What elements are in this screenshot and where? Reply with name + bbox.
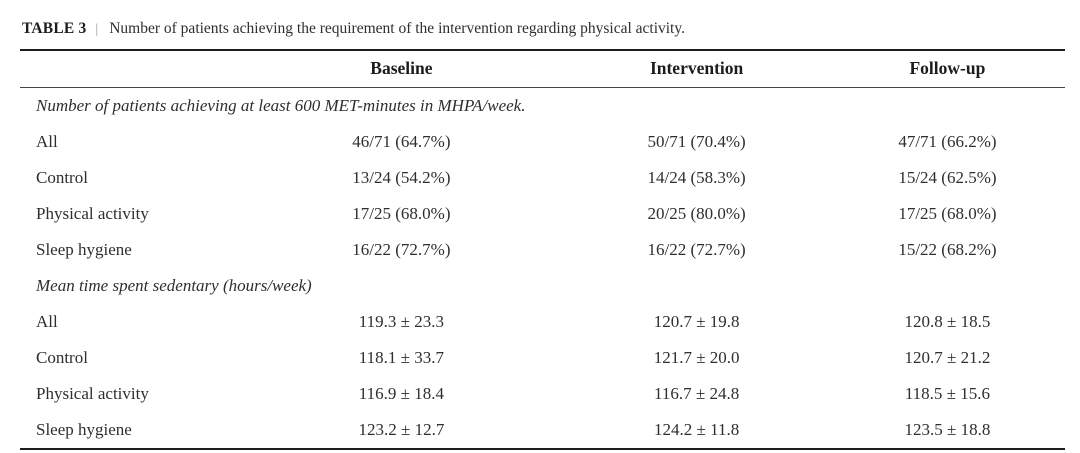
column-header-empty [20,50,240,88]
cell-intervention: 124.2 ± 11.8 [654,420,740,439]
row-label: Control [36,168,88,187]
cell-followup: 15/24 (62.5%) [898,168,997,187]
cell-intervention: 120.7 ± 19.8 [653,312,740,331]
cell-intervention: 14/24 (58.3%) [647,168,746,187]
row-label: Physical activity [36,384,149,403]
column-header-baseline: Baseline [239,50,564,88]
cell-baseline: 16/22 (72.7%) [352,240,451,259]
row-label: Sleep hygiene [36,420,132,439]
row-label: Physical activity [36,204,149,223]
row-label: All [36,312,58,331]
cell-followup: 47/71 (66.2%) [898,132,997,151]
cell-baseline: 119.3 ± 23.3 [358,312,444,331]
cell-followup: 118.5 ± 15.6 [904,384,991,403]
cell-intervention: 50/71 (70.4%) [647,132,746,151]
column-header-intervention: Intervention [563,50,830,88]
cell-followup: 17/25 (68.0%) [898,204,997,223]
caption-separator: | [95,22,99,37]
table-row: Control 118.1 ± 33.7 121.7 ± 20.0 120.7 … [20,340,1065,376]
cell-intervention: 121.7 ± 20.0 [653,348,740,367]
cell-followup: 120.7 ± 21.2 [904,348,991,367]
table-row: All 119.3 ± 23.3 120.7 ± 19.8 120.8 ± 18… [20,304,1065,340]
table-caption: TABLE 3 | Number of patients achieving the… [22,19,1065,40]
column-header-followup: Follow-up [829,50,1065,88]
table-row: Sleep hygiene 16/22 (72.7%) 16/22 (72.7%… [20,232,1065,268]
cell-followup: 123.5 ± 18.8 [904,420,991,439]
section-header-met-minutes: Number of patients achieving at least 60… [20,88,1065,125]
section-header-text: Number of patients achieving at least 60… [36,96,526,115]
cell-intervention: 116.7 ± 24.8 [654,384,740,403]
cell-baseline: 46/71 (64.7%) [352,132,451,151]
data-table: Baseline Intervention Follow-up Number o… [20,49,1065,450]
cell-baseline: 116.9 ± 18.4 [358,384,444,403]
row-label: Control [36,348,88,367]
table-row: Sleep hygiene 123.2 ± 12.7 124.2 ± 11.8 … [20,412,1065,449]
table-row: Physical activity 116.9 ± 18.4 116.7 ± 2… [20,376,1065,412]
cell-followup: 15/22 (68.2%) [898,240,997,259]
table-row: Control 13/24 (54.2%) 14/24 (58.3%) 15/2… [20,160,1065,196]
table-row: Physical activity 17/25 (68.0%) 20/25 (8… [20,196,1065,232]
cell-intervention: 20/25 (80.0%) [647,204,746,223]
cell-intervention: 16/22 (72.7%) [647,240,746,259]
row-label: Sleep hygiene [36,240,132,259]
caption-text: Number of patients achieving the require… [109,20,685,37]
cell-baseline: 123.2 ± 12.7 [358,420,445,439]
section-header-text: Mean time spent sedentary (hours/week) [36,276,312,295]
cell-baseline: 13/24 (54.2%) [352,168,451,187]
cell-baseline: 118.1 ± 33.7 [358,348,444,367]
cell-followup: 120.8 ± 18.5 [904,312,991,331]
section-header-sedentary: Mean time spent sedentary (hours/week) [20,268,1065,304]
table-header-row: Baseline Intervention Follow-up [20,50,1065,88]
row-label: All [36,132,58,151]
cell-baseline: 17/25 (68.0%) [352,204,451,223]
table-row: All 46/71 (64.7%) 50/71 (70.4%) 47/71 (6… [20,124,1065,160]
table-number-label: TABLE 3 [22,20,87,37]
